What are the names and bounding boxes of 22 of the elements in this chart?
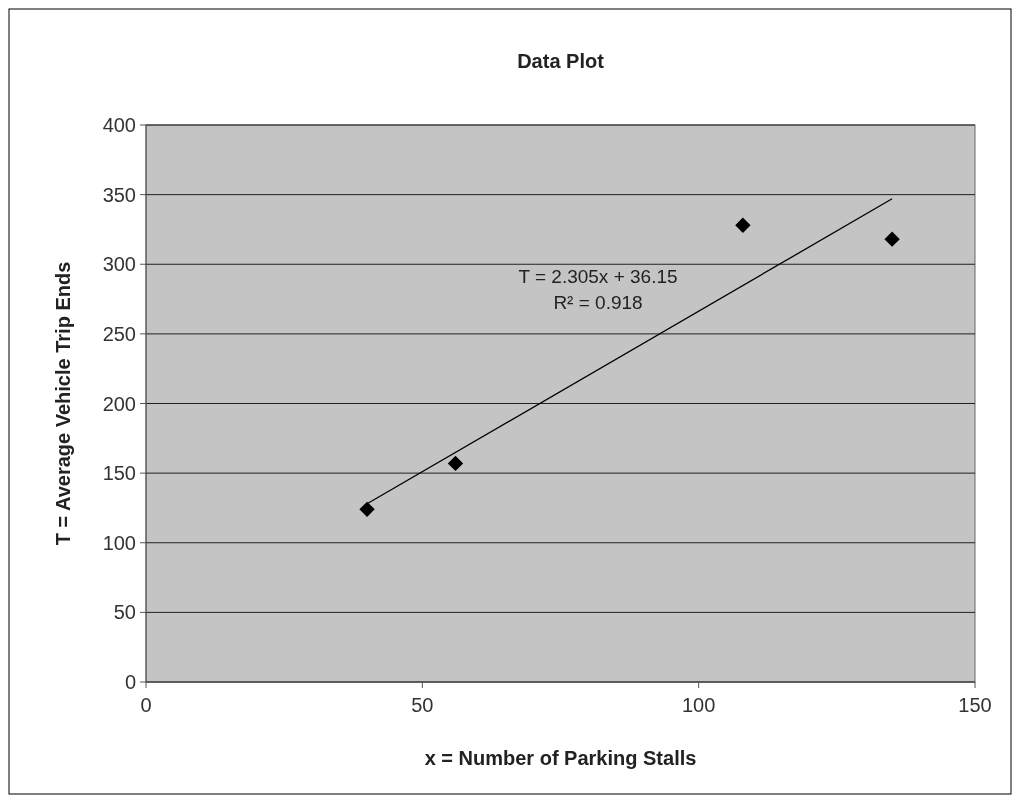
point: [447, 455, 464, 472]
point: [884, 231, 900, 247]
x-tick-label: 0: [140, 694, 152, 716]
y-tick-label: 100: [102, 531, 136, 554]
y-tick-label: 350: [102, 183, 136, 206]
x-tick-label: 150: [958, 694, 992, 716]
point: [359, 501, 375, 517]
chart-title: Data Plot: [517, 50, 605, 72]
y-tick-label: 150: [102, 462, 136, 485]
x-tick-label: 50: [411, 694, 434, 716]
y-tick-label: 50: [113, 601, 136, 624]
y-tick-label: 300: [102, 253, 136, 276]
y-axis-title: T = Average Vehicle Trip Ends: [52, 261, 74, 546]
annotation: T = 2.305x + 36.15: [518, 266, 678, 287]
point: [735, 217, 751, 233]
x-tick-label: 100: [681, 694, 716, 716]
y-tick-label: 250: [102, 322, 136, 345]
y-tick-label: 400: [102, 114, 136, 136]
annotation: R² = 0.918: [553, 292, 643, 313]
y-tick-label: 200: [102, 392, 136, 415]
y-tick-label: 0: [124, 671, 136, 693]
x-axis-title: x = Number of Parking Stalls: [424, 747, 697, 769]
